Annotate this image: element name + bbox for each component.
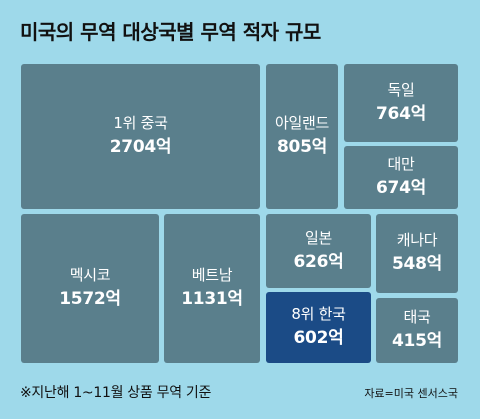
cell-value: 548억 [392,254,442,275]
cell-label: 아일랜드 [274,114,329,133]
cell-value: 805억 [277,137,327,158]
treemap-cell: 아일랜드 805억 [266,64,338,209]
cell-value: 2704억 [109,137,172,158]
treemap-cell: 태국 415억 [376,298,458,363]
cell-label: 멕시코 [69,266,111,285]
treemap-cell: 일본 626억 [266,214,371,288]
cell-value: 626억 [293,251,344,272]
cell-label: 태국 [403,308,431,327]
cell-label: 일본 [304,228,332,247]
cell-label: 8위 한국 [291,305,346,324]
cell-value: 674억 [376,178,426,199]
cell-value: 1131억 [181,289,243,310]
cell-value: 764억 [376,103,426,124]
cell-value: 415억 [392,331,442,352]
treemap-cell: 독일 764억 [344,64,458,142]
chart-title: 미국의 무역 대상국별 무역 적자 규모 [20,20,321,44]
cell-label: 1위 중국 [113,114,168,133]
treemap-cell: 멕시코 1572억 [21,214,159,363]
cell-label: 베트남 [191,266,233,285]
treemap-cell: 대만 674억 [344,146,458,209]
footnote: ※지난해 1~11월 상품 무역 기준 [20,385,212,401]
cell-value: 602억 [293,328,344,349]
treemap-cell: 베트남 1131억 [164,214,260,363]
treemap-cell: 1위 중국 2704억 [21,64,260,209]
cell-label: 독일 [387,80,415,99]
cell-label: 캐나다 [396,231,438,250]
treemap-cell: 8위 한국 602억 [266,292,371,363]
cell-value: 1572억 [59,289,121,310]
source-note: 자료=미국 센서스국 [364,387,458,400]
cell-label: 대만 [387,155,415,174]
treemap-cell: 캐나다 548억 [376,214,458,293]
